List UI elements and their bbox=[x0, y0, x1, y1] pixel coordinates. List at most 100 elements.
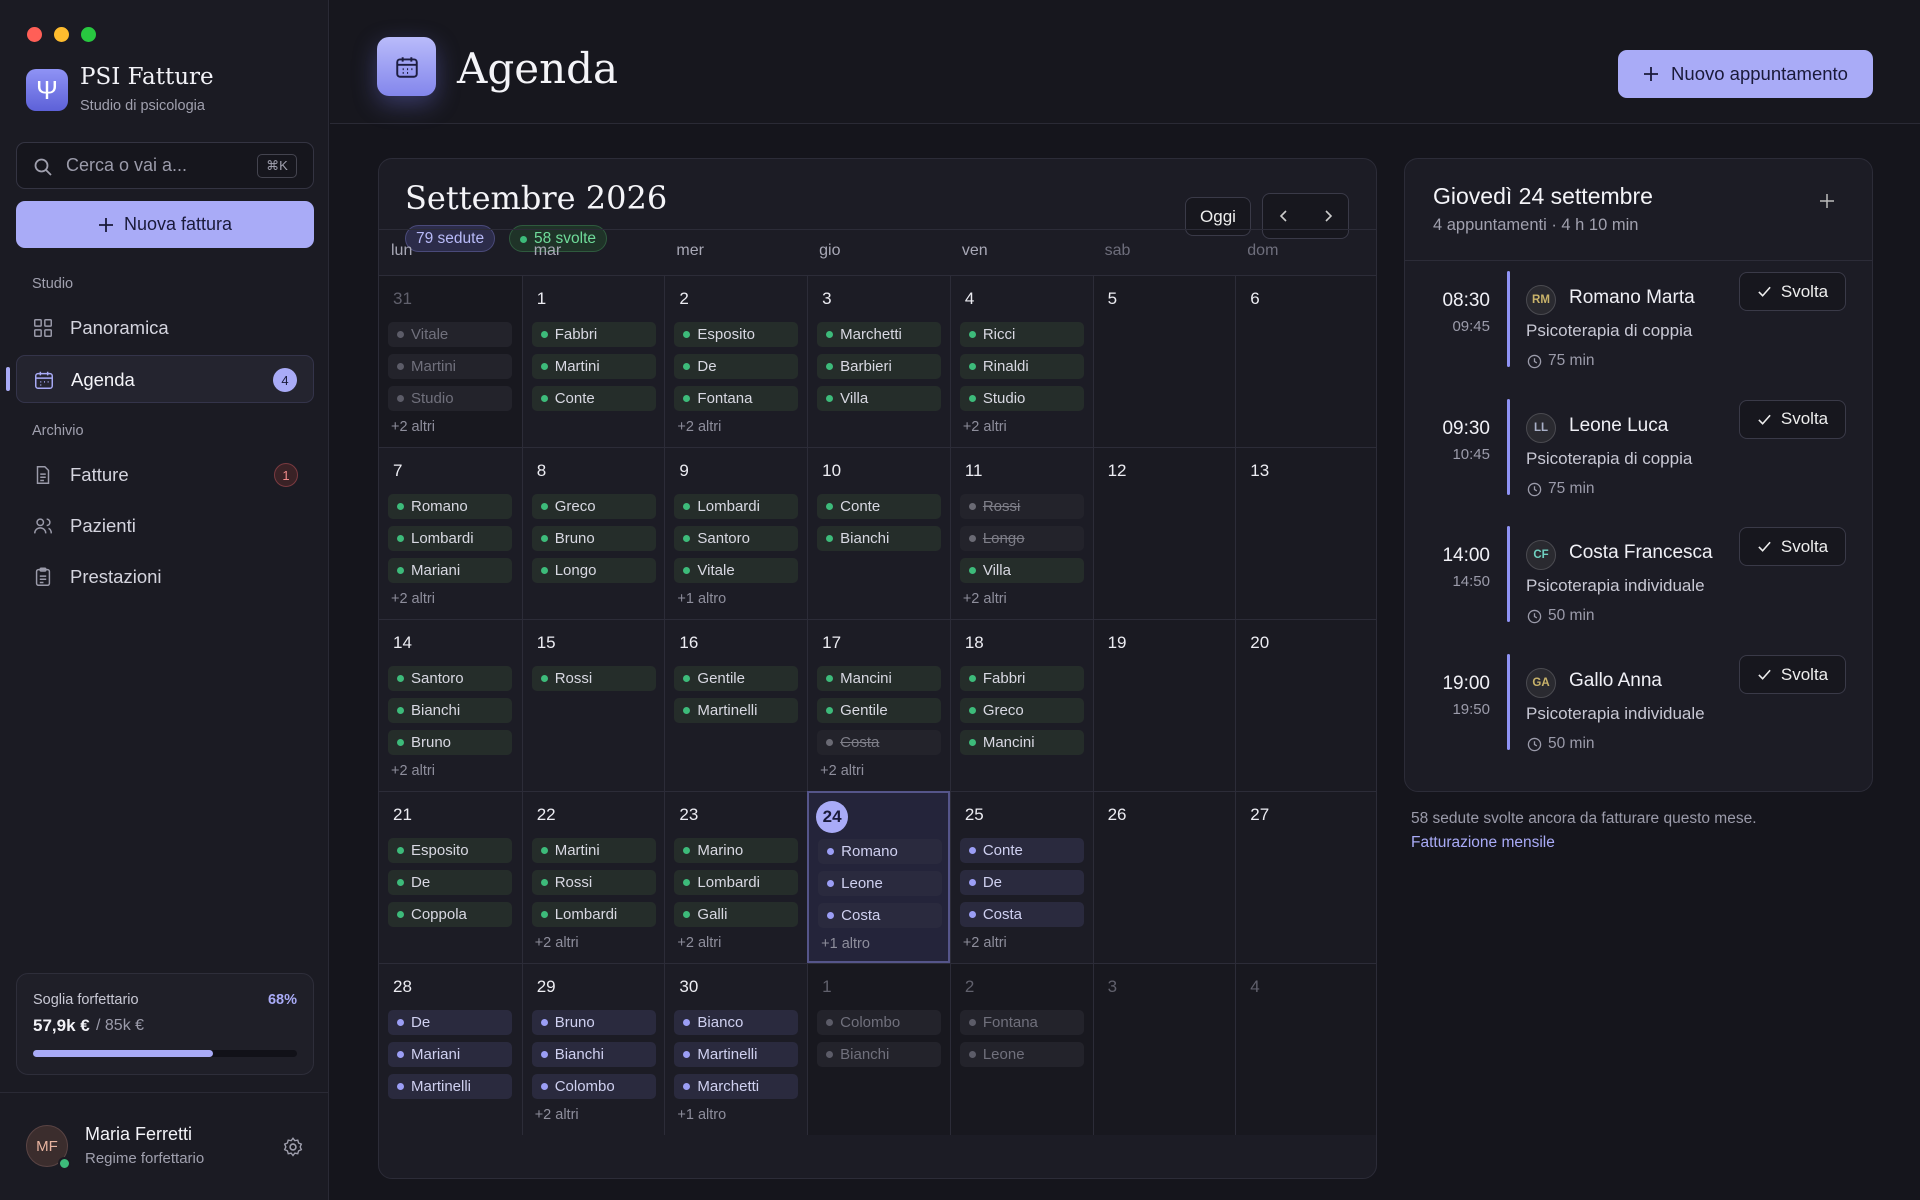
event-pill[interactable]: Conte bbox=[531, 386, 656, 411]
day-cell[interactable]: 20 bbox=[1235, 619, 1376, 791]
new-invoice-button[interactable]: Nuova fattura bbox=[16, 201, 314, 248]
event-pill[interactable]: Studio bbox=[959, 386, 1084, 411]
patient-name[interactable]: Gallo Anna bbox=[1569, 670, 1662, 692]
day-cell[interactable]: 22 Martini Rossi Lombardi +2 altri bbox=[521, 791, 665, 963]
event-pill[interactable]: De bbox=[388, 870, 512, 895]
day-cell[interactable]: 6 bbox=[1235, 275, 1376, 447]
event-pill[interactable]: Leone bbox=[818, 871, 943, 896]
day-cell[interactable]: 9 Lombardi Santoro Vitale +1 altro bbox=[664, 447, 808, 619]
minimize-dot[interactable] bbox=[54, 27, 69, 42]
day-cell[interactable]: 29 Bruno Bianchi Colombo +2 altri bbox=[521, 963, 665, 1135]
more-events[interactable]: +2 altri bbox=[391, 763, 435, 779]
event-pill[interactable]: Rossi bbox=[959, 494, 1084, 519]
event-pill[interactable]: Martini bbox=[388, 354, 512, 379]
event-pill[interactable]: Longo bbox=[531, 558, 656, 583]
day-cell[interactable]: 2 Esposito De Fontana +2 altri bbox=[664, 275, 808, 447]
billing-link[interactable]: Fatturazione mensile bbox=[1411, 834, 1555, 851]
day-cell[interactable]: 3 bbox=[1092, 963, 1236, 1135]
event-pill[interactable]: Esposito bbox=[674, 322, 799, 347]
more-events[interactable]: +2 altri bbox=[677, 935, 722, 951]
nav-item[interactable]: Prestazioni bbox=[16, 553, 314, 601]
event-pill[interactable]: Mancini bbox=[959, 730, 1084, 755]
more-events[interactable]: +2 altri bbox=[534, 1107, 579, 1123]
event-pill[interactable]: Marino bbox=[674, 838, 799, 863]
event-pill[interactable]: Greco bbox=[959, 698, 1084, 723]
day-cell[interactable]: 4 Ricci Rinaldi Studio +2 altri bbox=[949, 275, 1093, 447]
close-dot[interactable] bbox=[27, 27, 42, 42]
event-pill[interactable]: Romano bbox=[388, 494, 512, 519]
event-pill[interactable]: Marchetti bbox=[817, 322, 942, 347]
more-events[interactable]: +2 altri bbox=[534, 935, 579, 951]
event-pill[interactable]: Fabbri bbox=[959, 666, 1084, 691]
event-pill[interactable]: Villa bbox=[817, 386, 942, 411]
event-pill[interactable]: Villa bbox=[959, 558, 1084, 583]
event-pill[interactable]: Barbieri bbox=[817, 354, 942, 379]
nav-item[interactable]: Panoramica bbox=[16, 304, 314, 352]
today-button[interactable]: Oggi bbox=[1185, 197, 1251, 236]
more-events[interactable]: +2 altri bbox=[391, 419, 435, 435]
day-cell[interactable]: 21 Esposito De Coppola bbox=[379, 791, 522, 963]
event-pill[interactable]: Greco bbox=[531, 494, 656, 519]
day-cell[interactable]: 11 Rossi Longo Villa +2 altri bbox=[949, 447, 1093, 619]
zoom-dot[interactable] bbox=[81, 27, 96, 42]
event-pill[interactable]: Ricci bbox=[959, 322, 1084, 347]
day-cell[interactable]: 26 bbox=[1092, 791, 1236, 963]
prev-button[interactable] bbox=[1277, 209, 1291, 223]
add-button[interactable] bbox=[1819, 193, 1835, 209]
event-pill[interactable]: Longo bbox=[959, 526, 1084, 551]
event-pill[interactable]: Conte bbox=[817, 494, 942, 519]
event-pill[interactable]: Gentile bbox=[674, 666, 799, 691]
event-pill[interactable]: Rossi bbox=[531, 666, 656, 691]
event-pill[interactable]: Fontana bbox=[959, 1010, 1084, 1035]
day-cell[interactable]: 15 Rossi bbox=[521, 619, 665, 791]
done-button[interactable]: Svolta bbox=[1739, 272, 1846, 311]
day-cell[interactable]: 25 Conte De Costa +2 altri bbox=[949, 791, 1093, 963]
day-cell[interactable]: 4 bbox=[1235, 963, 1376, 1135]
day-cell[interactable]: 31 Vitale Martini Studio +2 altri bbox=[379, 275, 522, 447]
more-events[interactable]: +2 altri bbox=[962, 591, 1007, 607]
event-pill[interactable]: Bianchi bbox=[531, 1042, 656, 1067]
day-cell[interactable]: 14 Santoro Bianchi Bruno +2 altri bbox=[379, 619, 522, 791]
event-pill[interactable]: Costa bbox=[959, 902, 1084, 927]
event-pill[interactable]: Studio bbox=[388, 386, 512, 411]
event-pill[interactable]: Lombardi bbox=[674, 494, 799, 519]
more-events[interactable]: +1 altro bbox=[821, 936, 870, 952]
day-cell[interactable]: 24 Romano Leone Costa +1 altro bbox=[807, 791, 950, 963]
done-button[interactable]: Svolta bbox=[1739, 655, 1846, 695]
more-events[interactable]: +1 altro bbox=[677, 591, 727, 607]
event-pill[interactable]: De bbox=[959, 870, 1084, 895]
event-pill[interactable]: Romano bbox=[818, 839, 943, 864]
day-cell[interactable]: 16 Gentile Martinelli bbox=[664, 619, 808, 791]
event-pill[interactable]: Rinaldi bbox=[959, 354, 1084, 379]
event-pill[interactable]: Marchetti bbox=[674, 1074, 799, 1099]
event-pill[interactable]: Mariani bbox=[388, 1042, 512, 1067]
event-pill[interactable]: Esposito bbox=[388, 838, 512, 863]
patient-name[interactable]: Romano Marta bbox=[1569, 287, 1695, 308]
day-cell[interactable]: 12 bbox=[1092, 447, 1236, 619]
event-pill[interactable]: Mariani bbox=[388, 558, 512, 583]
day-cell[interactable]: 27 bbox=[1235, 791, 1376, 963]
search-box[interactable]: Cerca o vai a... ⌘K bbox=[16, 142, 314, 189]
event-pill[interactable]: Bianco bbox=[674, 1010, 799, 1035]
day-cell[interactable]: 8 Greco Bruno Longo bbox=[521, 447, 665, 619]
event-pill[interactable]: Rossi bbox=[531, 870, 656, 895]
event-pill[interactable]: Bruno bbox=[531, 526, 656, 551]
event-pill[interactable]: Bruno bbox=[531, 1010, 656, 1035]
nav-item[interactable]: Agenda 4 bbox=[16, 355, 314, 403]
event-pill[interactable]: Coppola bbox=[388, 902, 512, 927]
event-pill[interactable]: Santoro bbox=[674, 526, 799, 551]
day-cell[interactable]: 3 Marchetti Barbieri Villa bbox=[807, 275, 950, 447]
event-pill[interactable]: Costa bbox=[817, 730, 942, 755]
nav-item[interactable]: Fatture 1 bbox=[16, 451, 314, 499]
patient-name[interactable]: Costa Francesca bbox=[1569, 542, 1713, 564]
event-pill[interactable]: Martini bbox=[531, 838, 656, 863]
day-cell[interactable]: 5 bbox=[1092, 275, 1236, 447]
day-cell[interactable]: 19 bbox=[1092, 619, 1236, 791]
done-button[interactable]: Svolta bbox=[1739, 399, 1846, 439]
event-pill[interactable]: Galli bbox=[674, 902, 799, 927]
day-cell[interactable]: 2 Fontana Leone bbox=[949, 963, 1093, 1135]
day-cell[interactable]: 1 Fabbri Martini Conte bbox=[521, 275, 665, 447]
day-cell[interactable]: 1 Colombo Bianchi bbox=[807, 963, 950, 1135]
event-pill[interactable]: De bbox=[388, 1010, 512, 1035]
day-cell[interactable]: 28 De Mariani Martinelli bbox=[379, 963, 522, 1135]
